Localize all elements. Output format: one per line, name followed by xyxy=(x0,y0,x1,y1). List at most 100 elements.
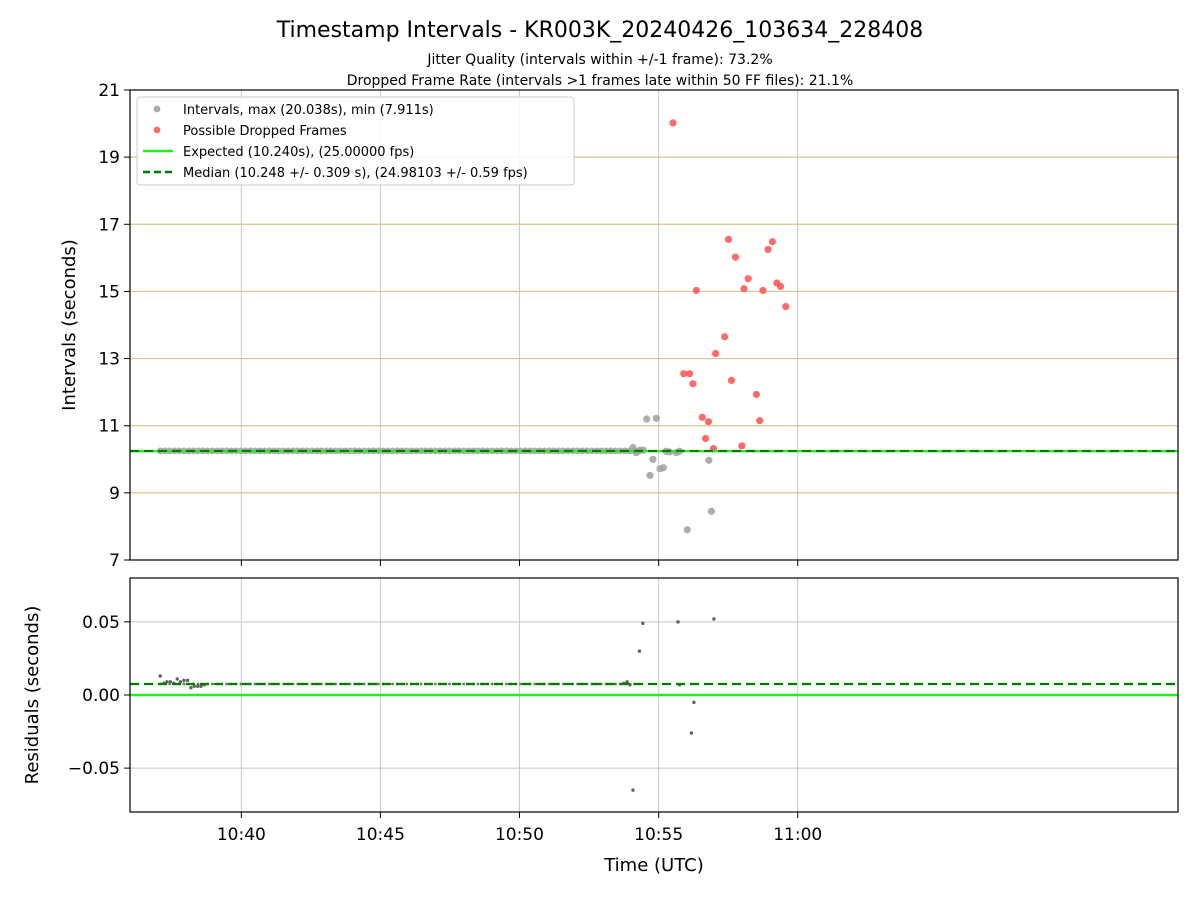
x-axis-label: Time (UTC) xyxy=(603,855,704,876)
chart-subtitle-jitter: Jitter Quality (intervals within +/-1 fr… xyxy=(426,52,772,68)
residual-point xyxy=(210,682,214,686)
residual-point xyxy=(547,682,551,686)
residual-point xyxy=(419,682,423,686)
dropped-frame-point xyxy=(711,349,720,358)
residuals-y-axis-label: Residuals (seconds) xyxy=(22,606,43,785)
residual-point xyxy=(637,649,642,653)
residual-point xyxy=(165,680,169,684)
dropped-frame-point xyxy=(704,418,713,426)
dropped-frame-point xyxy=(764,245,772,254)
residual-point xyxy=(362,682,366,686)
residual-point xyxy=(676,620,680,624)
dropped-frame-point xyxy=(752,390,760,399)
residual-point xyxy=(239,682,243,686)
intervals-y-tick-label: 21 xyxy=(98,81,120,101)
interval-point xyxy=(707,507,716,515)
dropped-frame-point xyxy=(759,286,767,295)
interval-point xyxy=(646,471,654,479)
interval-point xyxy=(649,455,657,463)
intervals-y-tick-label: 11 xyxy=(98,417,120,437)
dropped-frame-point xyxy=(724,235,733,243)
dropped-frame-point xyxy=(689,380,697,388)
dropped-frame-point xyxy=(738,442,746,450)
residuals-y-tick-label: 0.00 xyxy=(82,686,120,706)
dropped-frame-point xyxy=(727,376,736,384)
interval-point xyxy=(659,464,667,472)
residual-point xyxy=(533,682,537,686)
residual-point xyxy=(178,680,183,684)
dropped-frame-point xyxy=(731,253,740,261)
residual-point xyxy=(631,788,635,792)
dropped-frame-point xyxy=(680,370,688,378)
residual-point xyxy=(168,680,173,684)
legend-dropped-marker xyxy=(153,126,161,134)
dropped-frame-point xyxy=(685,370,694,378)
x-tick-label: 10:45 xyxy=(356,825,405,845)
chart-subtitle-dropped: Dropped Frame Rate (intervals >1 frames … xyxy=(347,73,854,89)
dropped-frame-point xyxy=(669,119,677,127)
residual-point xyxy=(519,682,523,686)
intervals-y-tick-label: 17 xyxy=(98,215,120,235)
dropped-frame-point xyxy=(768,238,776,246)
interval-point xyxy=(683,526,691,534)
dropped-frame-point xyxy=(701,434,710,443)
residual-point xyxy=(158,674,162,678)
dropped-frame-point xyxy=(744,275,752,283)
residual-point xyxy=(199,684,203,688)
legend-label: Median (10.248 +/- 0.309 s), (24.98103 +… xyxy=(183,166,528,181)
residual-point xyxy=(462,682,466,686)
dropped-frame-point xyxy=(692,286,701,295)
legend-label: Expected (10.240s), (25.00000 fps) xyxy=(183,145,414,160)
residual-point xyxy=(641,621,645,626)
interval-point xyxy=(705,456,713,464)
interval-point xyxy=(652,414,660,422)
residuals-y-tick-label: 0.05 xyxy=(82,613,120,633)
residual-point xyxy=(376,682,380,686)
x-tick-label: 10:55 xyxy=(634,825,683,845)
residual-point xyxy=(476,682,480,686)
x-tick-label: 10:40 xyxy=(217,825,266,845)
legend-box xyxy=(136,96,575,186)
residual-point xyxy=(348,682,352,686)
residual-point xyxy=(689,731,694,735)
intervals-y-tick-label: 19 xyxy=(98,148,120,168)
residual-point xyxy=(448,682,451,686)
residual-point xyxy=(182,678,186,683)
residual-point xyxy=(175,677,179,681)
residual-point xyxy=(505,682,508,686)
x-tick-label: 10:50 xyxy=(495,825,544,845)
intervals-y-tick-label: 13 xyxy=(98,350,120,370)
dropped-frame-point xyxy=(721,333,729,341)
residual-point xyxy=(490,682,494,686)
x-tick-label: 11:00 xyxy=(773,825,822,845)
residual-point xyxy=(182,682,186,686)
legend-label: Possible Dropped Frames xyxy=(183,124,347,139)
residual-point xyxy=(253,682,257,686)
intervals-y-tick-label: 15 xyxy=(98,282,120,302)
residual-point xyxy=(267,682,271,686)
residual-point xyxy=(225,682,229,686)
residual-point xyxy=(433,682,437,686)
legend-intervals-marker xyxy=(153,105,161,113)
residual-point xyxy=(712,617,716,621)
residual-point xyxy=(192,684,196,688)
dropped-frame-point xyxy=(698,413,706,421)
dropped-frame-point xyxy=(756,417,764,425)
residual-point xyxy=(185,678,190,683)
dropped-frame-point xyxy=(782,302,790,311)
residuals-panel: −0.05 0.00 0.05 10:40 10:45 10:50 10:55 11:00 xyxy=(68,577,1179,845)
intervals-y-axis-label: Intervals (seconds) xyxy=(59,239,80,411)
dropped-frame-point xyxy=(776,282,785,290)
legend-label: Intervals, max (20.038s), min (7.911s) xyxy=(183,103,434,118)
residual-point xyxy=(405,682,409,686)
intervals-axes-frame xyxy=(129,89,1179,561)
residual-point xyxy=(391,682,394,686)
intervals-y-tick-label: 7 xyxy=(109,551,120,571)
intervals-y-tick-label: 9 xyxy=(109,484,120,504)
legend: Intervals, max (20.038s), min (7.911s) Po… xyxy=(136,96,575,186)
intervals-panel: 7 9 11 13 15 17 19 21 Intervals, max (20.038s), … xyxy=(98,81,1179,571)
interval-point xyxy=(643,415,651,423)
residuals-y-tick-label: −0.05 xyxy=(68,759,120,779)
